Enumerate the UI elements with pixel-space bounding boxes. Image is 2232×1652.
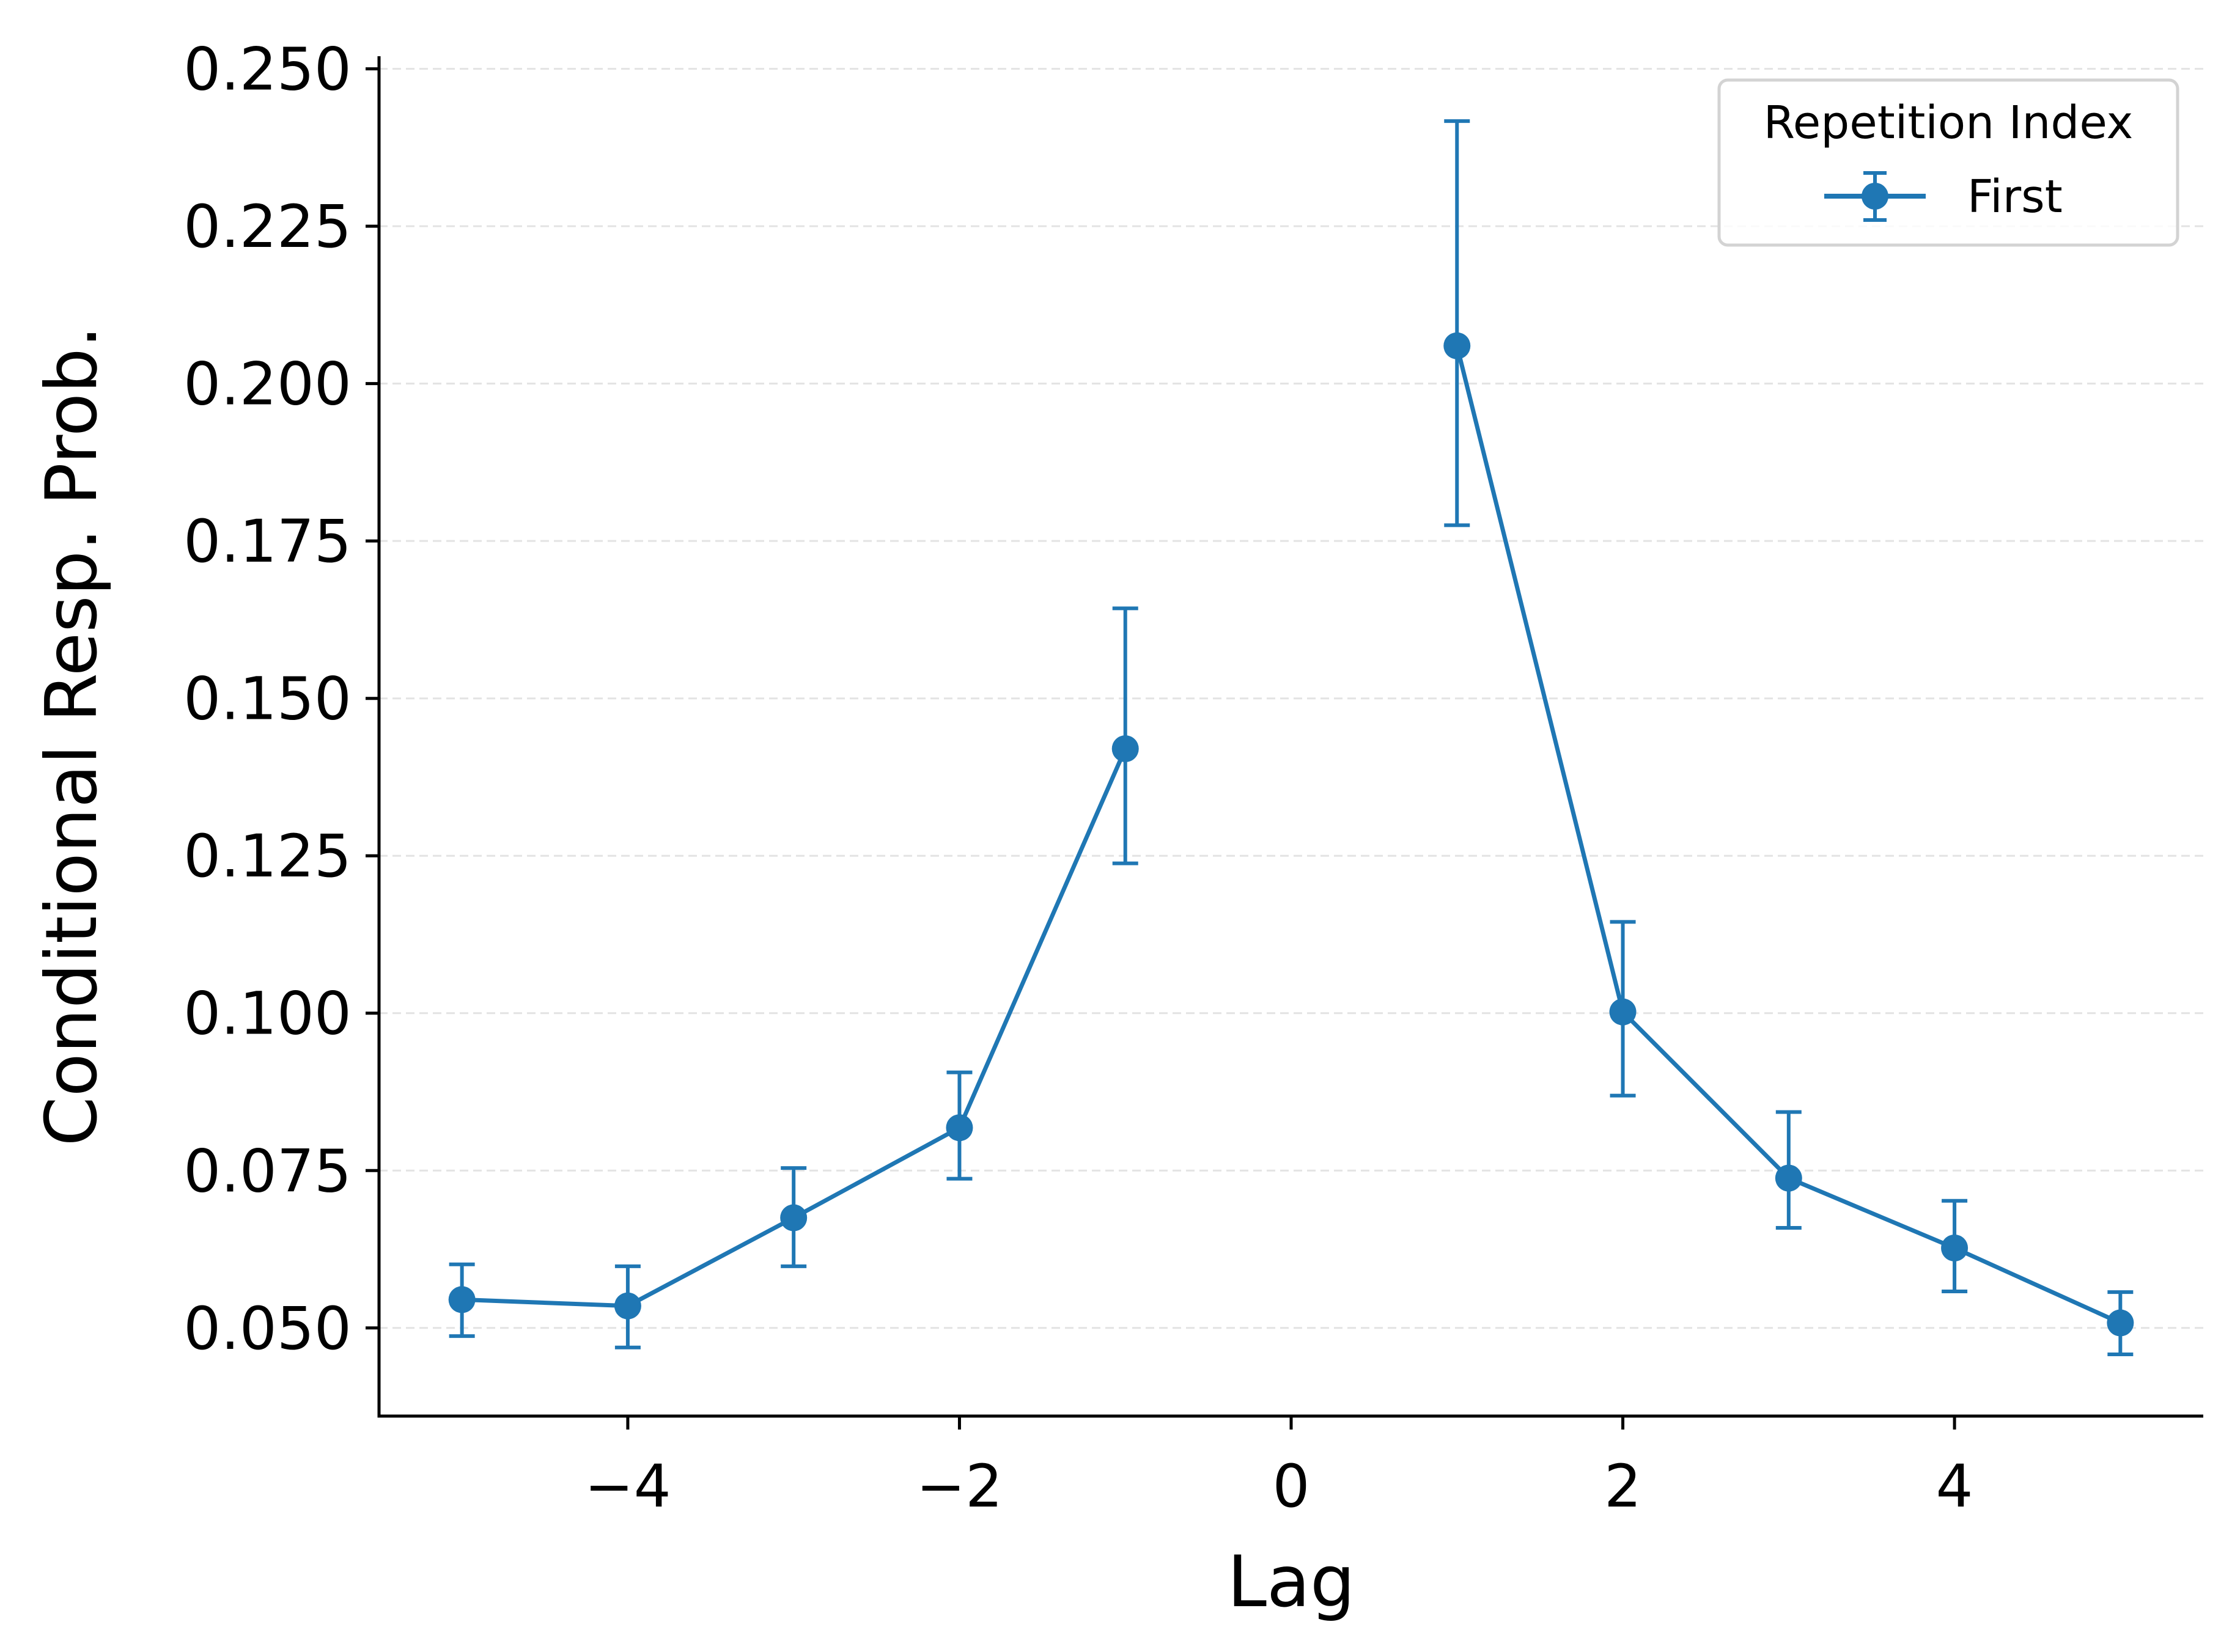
data-point [448, 1286, 476, 1313]
y-tick-label: 0.150 [183, 665, 352, 733]
y-tick-label: 0.200 [183, 350, 352, 419]
x-tick-label: −4 [584, 1452, 671, 1521]
data-point [1111, 735, 1139, 763]
data-point [614, 1292, 641, 1320]
grid-lines [379, 68, 2203, 1329]
legend-label-first: First [1967, 171, 2063, 223]
x-axis-label: Lag [1227, 1541, 1355, 1623]
y-axis-label: Conditional Resp. Prob. [31, 326, 113, 1147]
data-point [946, 1114, 973, 1142]
y-tick-label: 0.050 [183, 1294, 352, 1363]
data-point [1941, 1234, 1969, 1261]
legend-title: Repetition Index [1764, 97, 2134, 149]
y-tick-label: 0.100 [183, 980, 352, 1048]
data-point [1609, 998, 1637, 1026]
y-tick-label: 0.250 [183, 35, 352, 104]
data-point [2107, 1309, 2134, 1337]
series-first [448, 119, 2134, 1357]
x-ticks: −4 −2 0 2 4 [584, 1416, 1973, 1521]
x-tick-label: 2 [1604, 1452, 1641, 1521]
legend: Repetition Index First [1717, 78, 2179, 247]
legend-box [1717, 78, 2179, 247]
data-point [1775, 1164, 1802, 1192]
y-ticks: 0.050 0.075 0.100 0.125 0.150 0.175 0.200 0.225… [183, 35, 379, 1363]
x-tick-label: −2 [916, 1452, 1003, 1521]
y-tick-label: 0.225 [183, 193, 352, 261]
legend-point-marker [1862, 183, 1888, 210]
data-point [780, 1204, 808, 1232]
x-tick-label: 0 [1272, 1452, 1309, 1521]
data-point [1443, 332, 1471, 359]
y-tick-label: 0.125 [183, 822, 352, 890]
x-tick-label: 4 [1936, 1452, 1973, 1521]
series-layer [448, 119, 2134, 1357]
legend-entry-first: First [1824, 171, 2063, 223]
y-tick-label: 0.175 [183, 507, 352, 576]
y-tick-label: 0.075 [183, 1137, 352, 1205]
